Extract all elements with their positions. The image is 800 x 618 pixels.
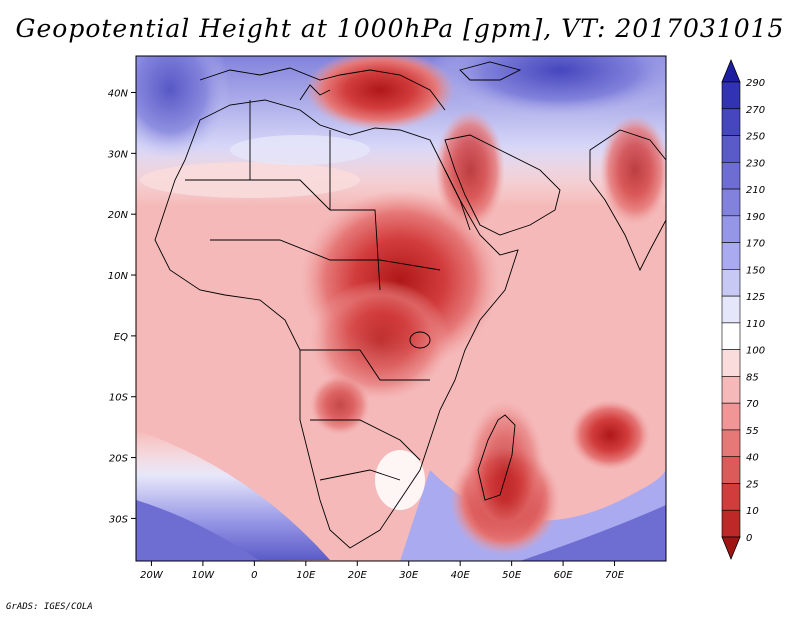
colorbar-swatch: [721, 242, 741, 270]
lon-tick-label: 20E: [348, 570, 368, 581]
colorbar-label: 100: [746, 346, 765, 357]
colorbar-swatch: [721, 161, 741, 190]
longitude-axis: 20W 10W 0 10E 20E 30E 40E 50E 60E 70E: [140, 561, 625, 581]
lon-tick-label: 10W: [192, 570, 216, 581]
colorbar-swatch: [721, 322, 741, 350]
colorbar-swatch: [721, 108, 741, 136]
colorbar-label: 10: [746, 506, 759, 517]
lon-tick-label: 10E: [296, 570, 316, 581]
colorbar-label: 250: [746, 132, 765, 143]
lon-tick-label: 20W: [140, 570, 164, 581]
colorbar-swatch: [721, 81, 741, 110]
lat-tick-label: 10N: [108, 271, 129, 282]
colorbar-label: 210: [746, 185, 765, 196]
lat-tick-label: 20N: [108, 210, 129, 221]
credit-text: GrADS: IGES/COLA: [6, 602, 93, 612]
colorbar-label: 40: [746, 453, 759, 464]
colorbar-label: 150: [746, 265, 765, 276]
colorbar-swatch: [721, 295, 741, 324]
plot-frame: [135, 55, 667, 562]
colorbar-swatch: [721, 349, 741, 377]
lat-tick-label: 30N: [108, 149, 129, 160]
colorbar-label: 70: [746, 399, 759, 410]
lat-tick-label: 40N: [108, 89, 129, 100]
lon-tick-label: 50E: [502, 570, 522, 581]
lat-tick-label: 20S: [109, 454, 129, 465]
lon-tick-label: 70E: [605, 570, 625, 581]
colorbar-top-arrow: [721, 58, 741, 83]
coastlines: [154, 61, 666, 549]
colorbar-label: 270: [746, 105, 765, 116]
colorbar-swatch: [721, 269, 741, 297]
colorbar-label: 25: [746, 479, 759, 490]
colorbar-swatch: [721, 135, 741, 163]
lon-tick-label: 30E: [399, 570, 419, 581]
lon-tick-label: 60E: [554, 570, 574, 581]
lat-tick-label: 10S: [109, 393, 129, 404]
colorbar-swatch: [721, 509, 741, 538]
colorbar-swatch: [721, 188, 741, 217]
lat-tick-label: EQ: [114, 332, 128, 343]
colorbar-label: 190: [746, 212, 765, 223]
colorbar-label: 85: [746, 372, 759, 383]
colorbar-swatch: [721, 402, 741, 431]
height-field: [136, 56, 666, 561]
colorbar-label: 125: [746, 292, 765, 303]
colorbar-swatch: [721, 429, 741, 458]
latitude-axis: 40N 30N 20N 10N EQ 10S 20S 30S: [108, 89, 136, 525]
colorbar: 2902702502302101901701501251101008570554…: [721, 58, 765, 561]
colorbar-label: 0: [746, 533, 752, 544]
colorbar-label: 290: [746, 78, 765, 89]
lon-tick-label: 40E: [451, 570, 471, 581]
colorbar-label: 170: [746, 239, 765, 250]
colorbar-label: 110: [746, 319, 765, 330]
map-title: Geopotential Height at 1000hPa [gpm], VT…: [15, 14, 785, 43]
colorbar-swatch: [721, 483, 741, 511]
colorbar-swatch: [721, 215, 741, 243]
lon-tick-label: 0: [251, 570, 257, 581]
colorbar-label: 230: [746, 158, 765, 169]
colorbar-bottom-arrow: [721, 536, 741, 561]
colorbar-swatch: [721, 376, 741, 404]
colorbar-swatch: [721, 456, 741, 484]
colorbar-label: 55: [746, 426, 759, 437]
lat-tick-label: 30S: [109, 514, 129, 525]
